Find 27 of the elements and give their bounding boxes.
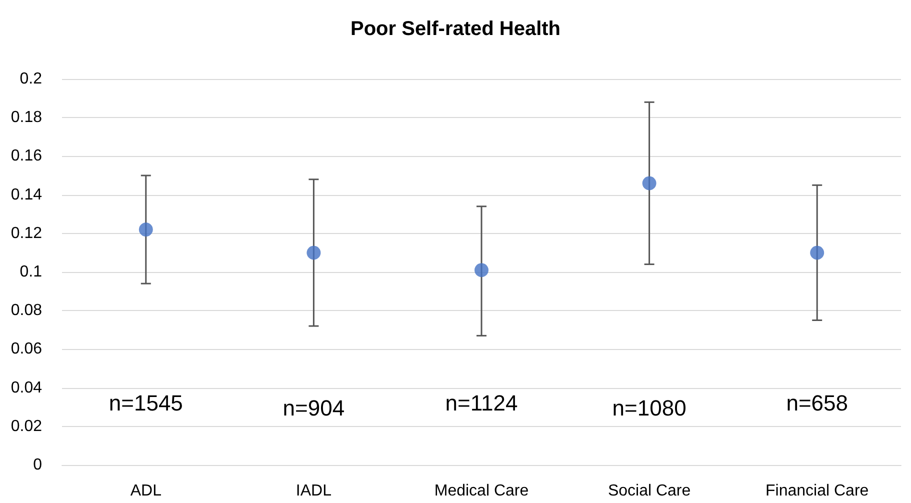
point — [642, 176, 656, 190]
annotation: n=658 — [786, 390, 848, 416]
y-tick-label: 0.18 — [10, 109, 42, 126]
y-tick-label: 0.2 — [20, 70, 42, 88]
annotation: n=1080 — [612, 396, 686, 420]
y-tick-label: 0.1 — [20, 264, 42, 280]
annotation: n=1124 — [445, 390, 518, 416]
chart-title: Poor Self-rated Health — [350, 18, 561, 40]
y-tick-label: 0.14 — [10, 186, 42, 204]
x-tick-label: Social Care — [608, 482, 691, 500]
y-tick-label: 0.04 — [10, 379, 42, 396]
annotation: n=904 — [282, 396, 345, 420]
x-tick-label: Financial Care — [766, 482, 869, 500]
point — [810, 246, 824, 260]
y-tick-label: 0.16 — [10, 148, 42, 165]
point — [474, 263, 488, 278]
y-tick-label: 0.02 — [10, 418, 42, 435]
x-tick-label: ADL — [130, 482, 162, 500]
annotation: n=1545 — [108, 390, 183, 416]
x-tick-label: IADL — [296, 482, 332, 500]
point — [138, 222, 153, 237]
y-tick-label: 0.06 — [10, 340, 42, 358]
y-tick-label: 0.08 — [10, 302, 42, 320]
x-tick-label: Medical Care — [434, 482, 529, 500]
y-tick-label: 0.12 — [10, 224, 42, 242]
y-tick-label: 0 — [33, 456, 42, 474]
point — [306, 246, 321, 260]
